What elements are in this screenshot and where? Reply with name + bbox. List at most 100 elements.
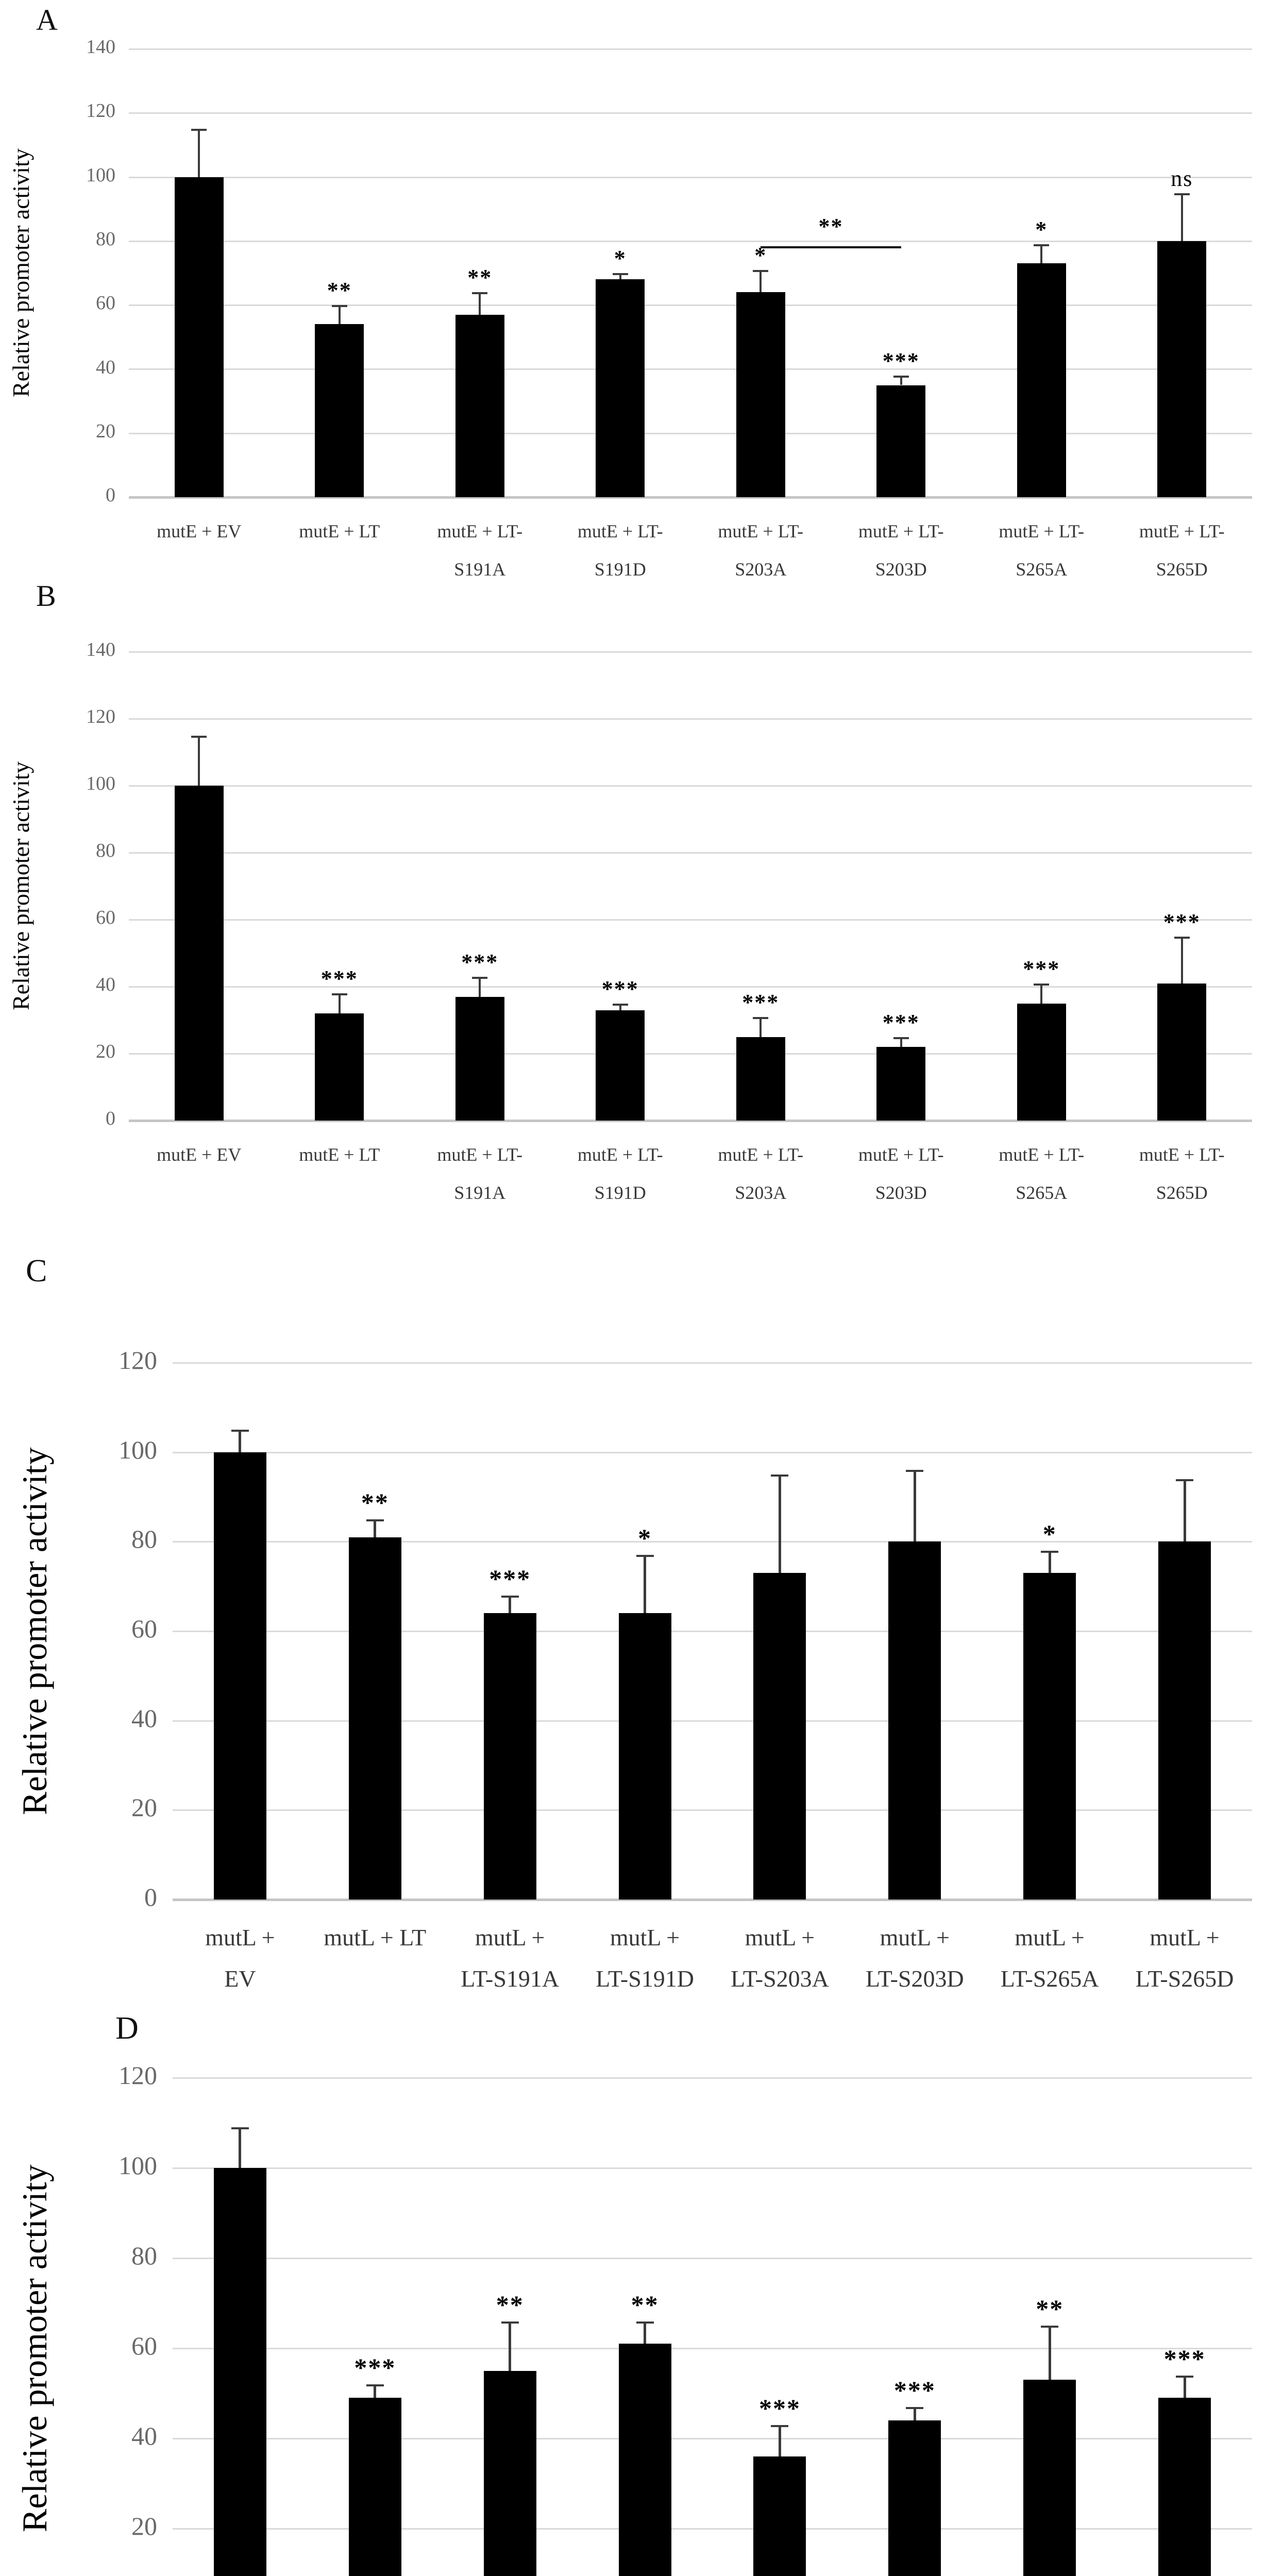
bar-mute-lt-s265d <box>1157 983 1207 1121</box>
x-tick-label-mutl-lt-s203a: mutL + <box>745 1924 815 1951</box>
error-cap-mute-lt <box>331 305 347 308</box>
error-bar-mutl-lt-s191d <box>644 2321 647 2344</box>
y-tick-label-40: 40 <box>131 1703 157 1733</box>
x-tick-label-mute-lt-s191a: mutE + LT- <box>437 1144 523 1165</box>
error-cap-mutl-ev <box>231 1430 249 1432</box>
x-tick-label-mute-lt-s203d: mutE + LT- <box>858 521 944 541</box>
bar-mute-lt-s265a <box>1017 263 1066 497</box>
error-cap-mute-lt-s203a <box>753 1016 769 1019</box>
bar-mutl-lt-s265a <box>1023 1573 1076 1900</box>
x-tick-label2-mutl-lt-s203d: LT-S203D <box>865 1965 964 1992</box>
significance-marker-mute-lt: ** <box>327 278 352 303</box>
x-tick-label-mutl-lt-s191d: mutL + <box>610 1924 680 1951</box>
x-tick-label-mutl-ev: mutL + <box>205 1924 275 1951</box>
y-tick-label-100: 100 <box>119 2151 157 2180</box>
y-tick-label-120: 120 <box>86 100 115 122</box>
error-bar-mute-lt-s191d <box>619 273 621 280</box>
x-tick-label2-mute-lt-s265a: S265A <box>1016 559 1068 580</box>
bar-mute-lt-s265a <box>1017 1003 1066 1121</box>
panel-d-y-axis-title: Relative promoter activity <box>15 2164 54 2532</box>
bar-mute-lt-s203d <box>876 1047 926 1121</box>
gridline-80 <box>129 852 1252 854</box>
error-cap-mute-lt-s191a <box>472 976 488 979</box>
x-tick-label2-mute-lt-s191d: S191D <box>594 1182 646 1203</box>
error-cap-mute-lt-s191d <box>612 1003 628 1006</box>
x-tick-label-mute-ev: mutE + EV <box>157 521 242 541</box>
error-bar-mute-lt-s265a <box>1040 244 1043 264</box>
x-tick-label2-mute-lt-s203d: S203D <box>875 559 927 580</box>
significance-marker-mutl-lt-s265a: ** <box>1036 2294 1064 2324</box>
gridline-100 <box>173 1451 1252 1453</box>
error-bar-mutl-lt-s265d <box>1183 2375 1186 2398</box>
significance-marker-mute-lt-s265a: * <box>1035 217 1048 243</box>
significance-marker-mute-lt-s191d: *** <box>601 976 639 1002</box>
x-tick-label-mute-lt-s265d: mutE + LT- <box>1139 521 1225 541</box>
x-tick-label2-mutl-lt-s203a: LT-S203A <box>731 1965 829 1992</box>
significance-marker-mutl-lt-s265a: * <box>1042 1519 1057 1548</box>
error-bar-mutl-lt-s191d <box>644 1555 647 1614</box>
y-tick-label-20: 20 <box>131 1793 157 1822</box>
bar-mute-lt-s203d <box>876 385 926 497</box>
error-cap-mute-lt-s203d <box>893 1037 909 1039</box>
error-bar-mute-lt <box>338 993 341 1013</box>
gridline-140 <box>129 651 1252 653</box>
error-bar-mute-lt <box>338 305 341 325</box>
gridline-100 <box>173 2167 1252 2169</box>
bar-mute-lt-s203a <box>736 292 785 497</box>
x-tick-label-mute-lt-s203a: mutE + LT- <box>718 521 804 541</box>
error-bar-mutl-lt-s203d <box>913 2406 916 2420</box>
error-cap-mutl-lt-s265d <box>1176 2375 1194 2378</box>
error-bar-mutl-lt-s203a <box>778 2425 781 2456</box>
x-tick-label-mute-lt-s265a: mutE + LT- <box>999 1144 1085 1165</box>
error-cap-mutl-lt-s265d <box>1176 1479 1194 1481</box>
panel-b-letter: B <box>36 579 56 613</box>
bar-mutl-lt-s191a <box>483 2370 536 2576</box>
x-tick-label-mute-lt-s191d: mutE + LT- <box>577 521 663 541</box>
bar-mute-lt <box>315 324 364 497</box>
x-tick-label2-mute-lt-s191a: S191A <box>454 559 506 580</box>
significance-marker-mute-lt-s191a: ** <box>467 265 493 291</box>
error-cap-mute-lt-s191d <box>612 273 628 275</box>
bar-mute-lt-s265d <box>1157 241 1207 497</box>
y-tick-label-80: 80 <box>96 228 115 250</box>
gridline-120 <box>173 2077 1252 2079</box>
error-bar-mute-lt-s203a <box>759 269 762 293</box>
bar-mutl-lt-s203a <box>753 1573 806 1900</box>
error-bar-mutl-lt-s191a <box>509 1595 512 1614</box>
error-cap-mutl-lt-s203d <box>906 2406 924 2409</box>
y-tick-label-20: 20 <box>96 420 115 442</box>
y-tick-label-100: 100 <box>86 773 115 795</box>
y-tick-label-40: 40 <box>131 2421 157 2450</box>
significance-marker-mute-lt-s203a: *** <box>742 989 780 1015</box>
error-cap-mutl-ev <box>231 2127 249 2130</box>
gridline-40 <box>129 986 1252 988</box>
error-bar-mutl-lt-s265a <box>1048 1550 1051 1573</box>
x-tick-label-mutl-lt-s265a: mutL + <box>1015 1924 1085 1951</box>
error-cap-mute-lt-s203a <box>753 269 769 272</box>
significance-marker-mutl-lt-s265d: *** <box>1163 2344 1206 2373</box>
panel-b-plot-area: 0 20 40 60 80 100 120 140 mutE + EV *** mutE + LT *… <box>86 640 1252 1203</box>
bar-mute-lt-s191a <box>455 996 504 1121</box>
x-tick-label2-mutl-lt-s265d: LT-S265D <box>1135 1965 1234 1992</box>
y-tick-label-100: 100 <box>86 164 115 186</box>
bar-mute-ev <box>174 177 224 497</box>
error-bar-mute-lt-s191a <box>479 292 481 315</box>
error-cap-mute-lt-s265d <box>1174 936 1190 939</box>
x-tick-label2-mute-lt-s191a: S191A <box>454 1182 506 1203</box>
significance-marker-mutl-lt-s191a: ** <box>496 2290 524 2319</box>
significance-marker-mutl-lt: *** <box>354 2353 396 2382</box>
error-cap-mutl-lt-s191d <box>636 2321 654 2324</box>
y-tick-label-140: 140 <box>86 36 115 58</box>
gridline-100 <box>129 176 1252 178</box>
panel-c-letter: C <box>26 1253 47 1289</box>
bar-mute-lt-s203a <box>736 1037 785 1121</box>
gridline-80 <box>129 240 1252 242</box>
error-bar-mutl-lt <box>374 1519 377 1537</box>
y-tick-label-100: 100 <box>119 1435 157 1464</box>
bar-mutl-lt-s265d <box>1158 1541 1211 1900</box>
error-cap-mutl-lt-s203a <box>771 1475 789 1477</box>
